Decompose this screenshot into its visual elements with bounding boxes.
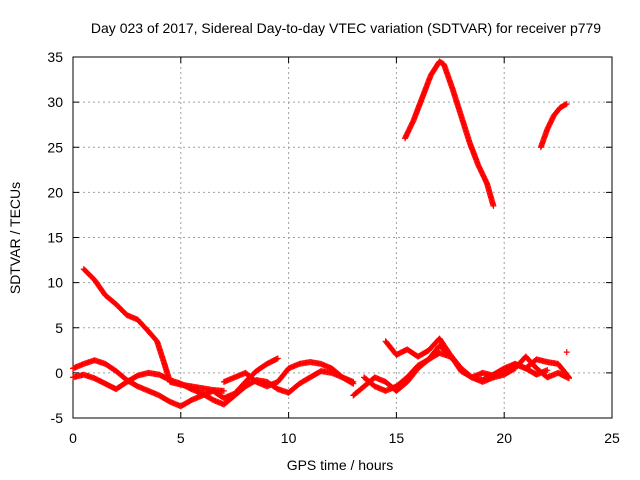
y-tick-label: 15: [47, 230, 63, 246]
data-marker: [531, 363, 538, 370]
data-marker: [490, 201, 497, 208]
x-tick-label: 25: [604, 430, 620, 446]
data-marker: [261, 362, 268, 369]
y-tick-label: 25: [47, 139, 63, 155]
data-marker: [251, 377, 258, 384]
data-series: [70, 58, 572, 410]
y-tick-label: 20: [47, 184, 63, 200]
data-marker: [132, 382, 139, 389]
data-point: [563, 349, 570, 356]
data-marker: [132, 373, 139, 380]
data-marker: [348, 379, 355, 386]
data-marker: [305, 375, 312, 382]
data-marker: [531, 357, 538, 364]
data-marker: [543, 367, 550, 374]
data-marker: [294, 382, 301, 389]
data-marker: [110, 366, 117, 373]
data-marker: [369, 381, 376, 388]
data-marker: [349, 380, 356, 387]
data-marker: [207, 395, 214, 402]
data-marker: [186, 398, 193, 405]
series-satellite-arc-10: [563, 349, 570, 356]
x-tick-label: 0: [69, 430, 77, 446]
y-tick-label: -5: [51, 410, 64, 426]
x-tick-label: 20: [496, 430, 512, 446]
data-marker: [369, 376, 376, 383]
x-axis: 0 5 10 15 20 25: [69, 57, 620, 446]
y-axis: -5 0 5 10 15 20 25 30 35: [47, 49, 612, 426]
grid: [73, 57, 612, 418]
data-marker: [466, 372, 473, 379]
data-marker: [561, 102, 568, 109]
y-tick-label: 10: [47, 275, 63, 291]
y-tick-label: 30: [47, 94, 63, 110]
x-tick-label: 5: [177, 430, 185, 446]
data-marker: [564, 372, 571, 379]
series-satellite-arc-4: [220, 359, 357, 390]
series-satellite-arc-8: [402, 58, 497, 209]
data-marker: [315, 369, 322, 376]
data-marker: [240, 385, 247, 392]
data-marker: [121, 380, 128, 387]
data-marker: [152, 336, 159, 343]
y-tick-label: 0: [55, 365, 63, 381]
y-tick-label: 5: [55, 320, 63, 336]
data-marker: [562, 101, 569, 108]
data-marker: [565, 373, 572, 380]
series-satellite-arc-9: [537, 100, 570, 151]
data-marker: [337, 372, 344, 379]
series-satellite-arc-7: [361, 350, 551, 394]
y-axis-label: SDTVAR / TECUs: [7, 182, 23, 294]
x-tick-label: 10: [281, 430, 297, 446]
data-marker: [164, 397, 171, 404]
data-marker: [456, 363, 463, 370]
data-marker: [555, 106, 562, 113]
data-marker: [219, 387, 226, 394]
chart-title: Day 023 of 2017, Sidereal Day-to-day VTE…: [91, 20, 601, 36]
data-marker: [273, 355, 280, 362]
x-axis-label: GPS time / hours: [287, 457, 394, 473]
x-tick-label: 15: [389, 430, 405, 446]
y-tick-label: 35: [47, 49, 63, 65]
data-marker: [423, 357, 430, 364]
